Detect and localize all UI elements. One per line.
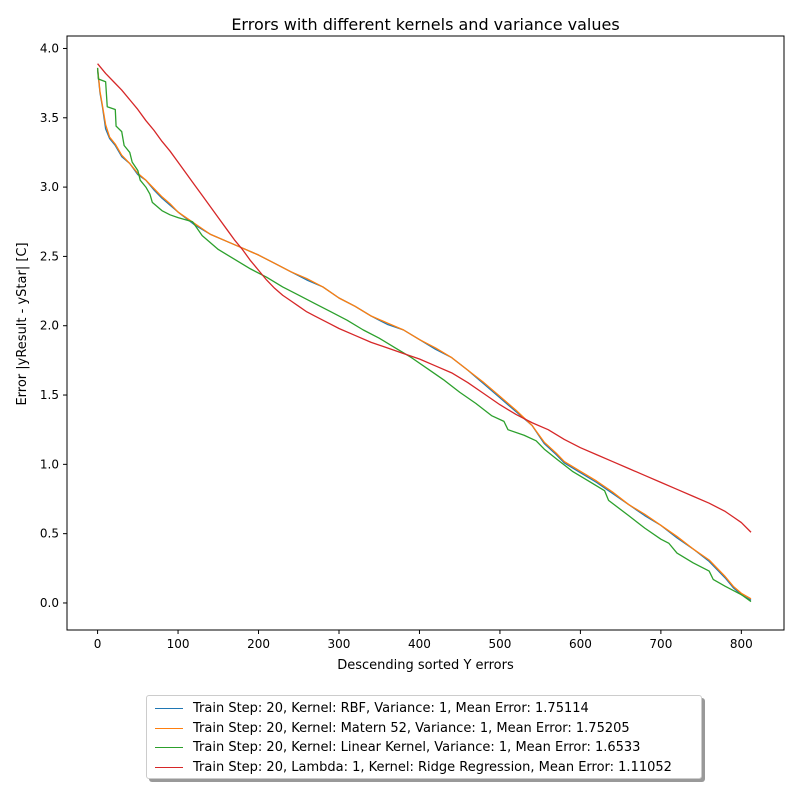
y-tick-label: 4.0: [40, 41, 59, 55]
legend-swatch-linear: [155, 747, 183, 749]
y-tick-label: 2.5: [40, 249, 59, 263]
legend-swatch-rbf: [155, 708, 183, 710]
x-tick-label: 500: [488, 637, 511, 651]
legend-label-matern: Train Step: 20, Kernel: Matern 52, Varia…: [193, 720, 630, 736]
legend-swatch-ridge: [155, 766, 183, 768]
axes-frame: [66, 35, 785, 631]
legend-label-linear: Train Step: 20, Kernel: Linear Kernel, V…: [193, 740, 641, 756]
y-tick-label: 1.0: [40, 457, 59, 471]
x-tick-label: 100: [167, 637, 190, 651]
legend-label-ridge: Train Step: 20, Lambda: 1, Kernel: Ridge…: [193, 759, 672, 775]
chart-title: Errors with different kernels and varian…: [231, 15, 619, 34]
y-tick-label: 0.0: [40, 596, 59, 610]
x-tick-label: 700: [649, 637, 672, 651]
x-tick-label: 600: [569, 637, 592, 651]
legend-label-rbf: Train Step: 20, Kernel: RBF, Variance: 1…: [193, 701, 589, 717]
legend-entry-rbf: Train Step: 20, Kernel: RBF, Variance: 1…: [155, 699, 693, 719]
x-tick-label: 800: [730, 637, 753, 651]
plot-area: 0 100 200 300 400 500 600 700 800 0.0 0.5 1.0 1.5 2.0…: [40, 35, 785, 651]
x-tick-label: 400: [408, 637, 431, 651]
y-tick-label: 0.5: [40, 527, 59, 541]
legend-entry-ridge: Train Step: 20, Lambda: 1, Kernel: Ridge…: [155, 758, 693, 778]
legend: Train Step: 20, Kernel: RBF, Variance: 1…: [146, 695, 702, 779]
legend-entry-matern: Train Step: 20, Kernel: Matern 52, Varia…: [155, 719, 693, 739]
x-tick-label: 0: [94, 637, 102, 651]
legend-entry-linear: Train Step: 20, Kernel: Linear Kernel, V…: [155, 738, 693, 758]
x-axis-label: Descending sorted Y errors: [337, 658, 514, 673]
series-line-2: [96, 67, 752, 603]
y-axis-label: Error |yResult - yStar| [C]: [15, 242, 30, 405]
series-line-1: [96, 67, 752, 600]
x-tick-label: 300: [328, 637, 351, 651]
y-tick-label: 3.0: [40, 180, 59, 194]
y-tick-label: 1.5: [40, 388, 59, 402]
y-tick-label: 3.5: [40, 111, 59, 125]
legend-swatch-matern: [155, 727, 183, 729]
y-tick-label: 2.0: [40, 319, 59, 333]
series-line-3: [97, 63, 752, 533]
x-tick-label: 200: [247, 637, 270, 651]
